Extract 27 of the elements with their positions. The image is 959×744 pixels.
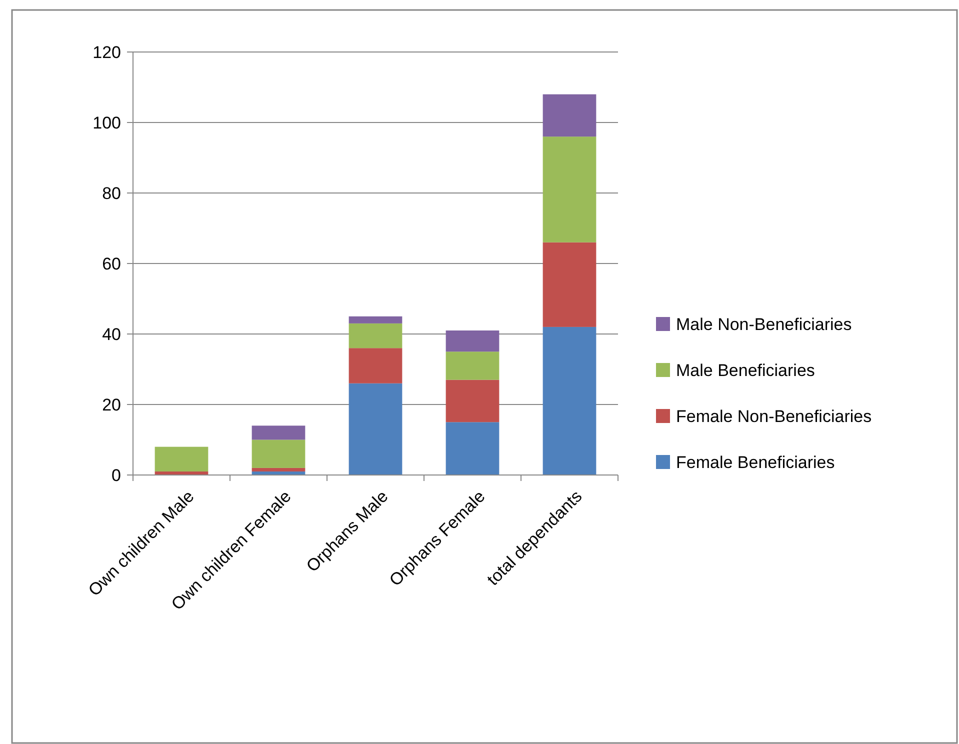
bar — [252, 440, 306, 468]
bar — [154, 446, 208, 472]
bar — [348, 348, 402, 384]
y-tick-label: 80 — [102, 184, 121, 203]
legend-label: Male Beneficiaries — [676, 360, 815, 380]
bar — [542, 136, 596, 242]
bar — [252, 468, 306, 472]
bar — [348, 323, 402, 348]
y-tick-label: 0 — [112, 466, 121, 485]
bar — [446, 352, 500, 380]
bar — [542, 326, 596, 475]
legend-label: Male Non-Beneficiaries — [676, 314, 852, 334]
legend-label: Female Beneficiaries — [676, 452, 835, 472]
bar — [542, 94, 596, 137]
bar — [348, 316, 402, 324]
bar — [446, 380, 500, 422]
bar — [446, 330, 500, 352]
y-tick-label: 40 — [102, 324, 121, 344]
bar — [252, 426, 306, 440]
y-tick-label: 60 — [102, 254, 121, 274]
legend-label: Female Non-Beneficiaries — [676, 406, 872, 426]
bar — [542, 242, 596, 327]
y-tick-label: 120 — [92, 42, 121, 62]
y-tick-label: 100 — [92, 113, 121, 132]
y-tick-label: 20 — [102, 395, 121, 414]
bar — [446, 422, 500, 475]
bar — [348, 383, 402, 475]
